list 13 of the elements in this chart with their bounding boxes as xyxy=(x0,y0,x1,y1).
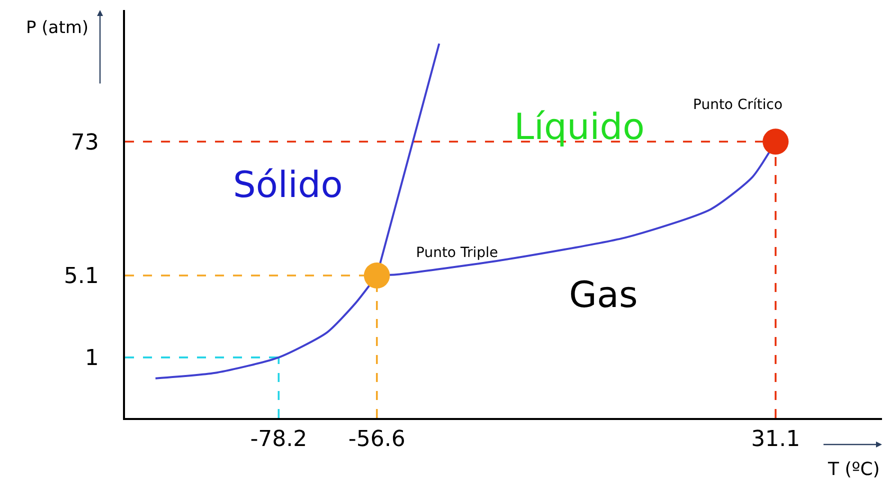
annotation: Gas xyxy=(569,275,638,316)
x-tick-label: -56.6 xyxy=(348,427,406,452)
annotation: Sólido xyxy=(233,165,343,206)
x-tick-label: 31.1 xyxy=(751,427,800,452)
x-axis-title: T (ºC) xyxy=(827,459,880,480)
y-tick-label: 5.1 xyxy=(64,264,99,290)
annotation: Punto Triple xyxy=(416,245,498,261)
annotation: Punto Crítico xyxy=(693,97,783,113)
y-axis-title: P (atm) xyxy=(26,18,89,38)
annotation: Líquido xyxy=(514,107,645,148)
x-tick-label: -78.2 xyxy=(250,427,308,452)
y-tick-label: 1 xyxy=(84,346,99,372)
y-tick-label: 73 xyxy=(70,130,99,156)
